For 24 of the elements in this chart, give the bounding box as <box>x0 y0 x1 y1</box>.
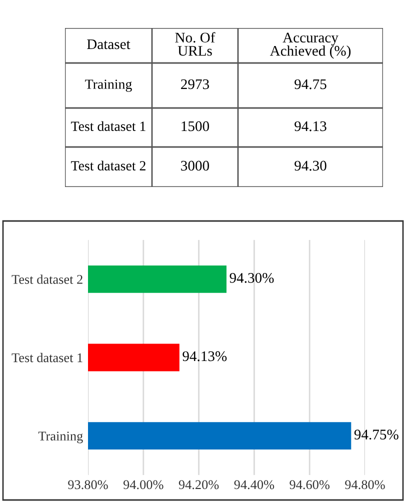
y-tick-label: Test dataset 2 <box>12 274 82 284</box>
category-label: No. Of URLs <box>175 32 216 56</box>
text: 2973 <box>181 79 210 90</box>
x-tick-label: 93.80% <box>68 480 108 490</box>
y-tick-label: Test dataset 1 <box>12 352 82 362</box>
data-label: 94.30% <box>230 272 274 283</box>
text: 94.30 <box>294 160 326 171</box>
y-tick-label: Training <box>38 432 83 444</box>
x-tick-label: 94.20% <box>178 480 219 490</box>
category-label: Dataset <box>87 39 130 50</box>
text: 3000 <box>181 160 210 171</box>
text: 94.75 <box>294 79 326 90</box>
data-label: 94.13% <box>182 351 227 362</box>
category-label: Accuracy Achieved (%) <box>270 32 351 59</box>
category-label: Training <box>85 80 132 92</box>
x-tick-label: 94.40% <box>234 480 274 490</box>
x-tick-label: 94.00% <box>123 480 164 490</box>
text: 94.13 <box>294 121 326 132</box>
x-tick-label: 94.60% <box>290 480 330 490</box>
category-label: Test dataset 2 <box>71 160 146 170</box>
category-label: Test dataset 1 <box>71 121 146 131</box>
text: 1500 <box>182 121 210 132</box>
x-tick-label: 94.80% <box>345 480 385 490</box>
data-label: 94.75% <box>354 430 398 440</box>
